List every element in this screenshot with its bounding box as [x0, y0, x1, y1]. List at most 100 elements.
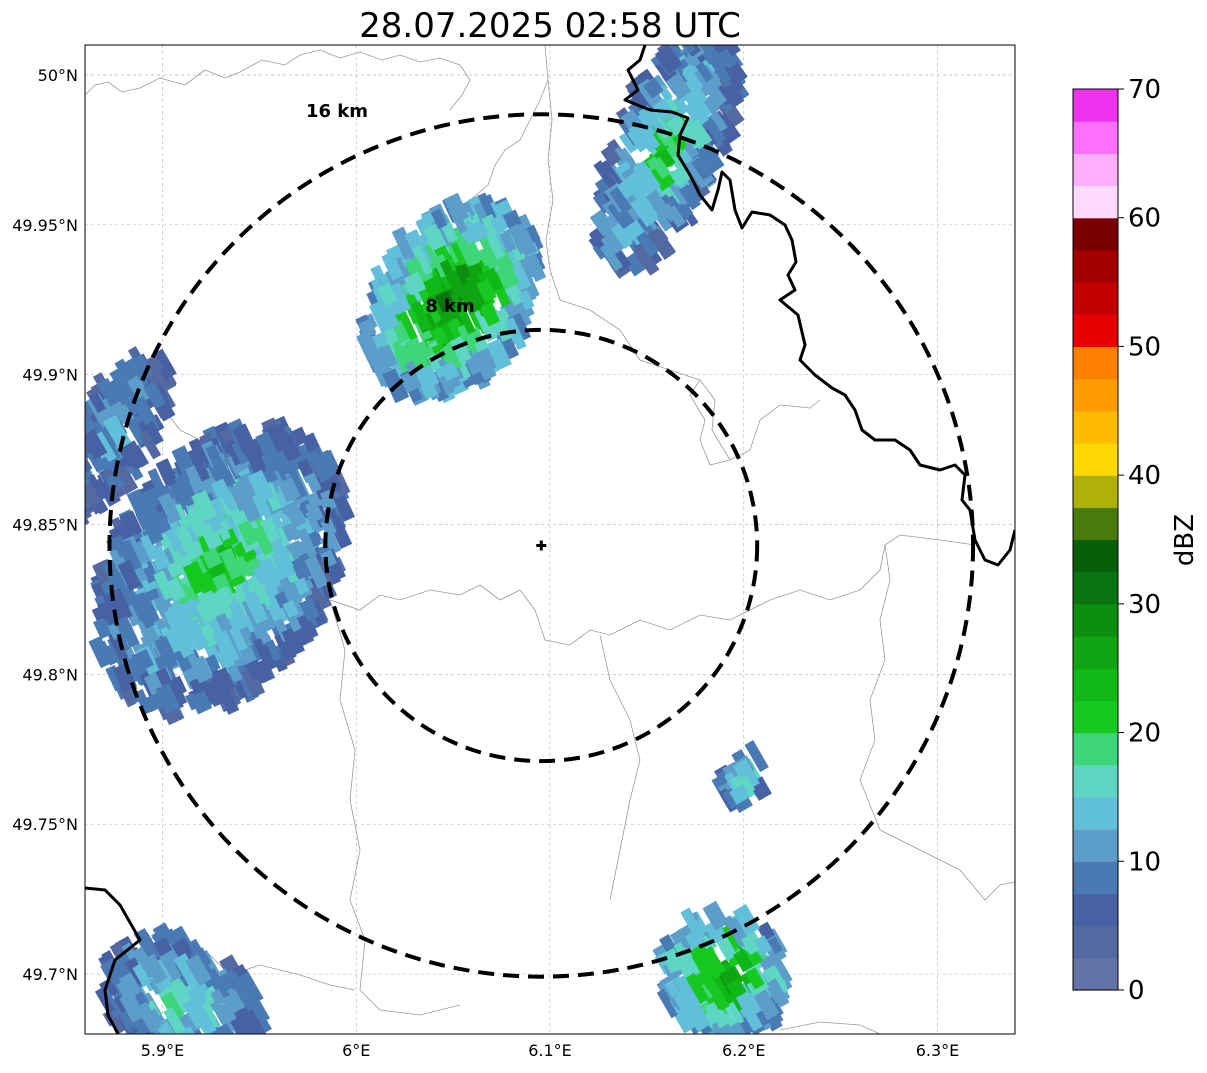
echo-bin [242, 477, 259, 498]
lon-tick-label: 6°E [342, 1041, 370, 1060]
echo-bin [47, 460, 72, 491]
echo-bin [721, 45, 741, 57]
colorbar-band [1073, 732, 1118, 766]
lat-tick-label: 49.95°N [12, 216, 78, 235]
echo-bin [718, 48, 737, 69]
echo-bin [60, 478, 80, 500]
echo-bin [174, 648, 194, 672]
echo-bin [593, 160, 617, 189]
colorbar-band [1073, 121, 1118, 154]
echo-bin [264, 465, 279, 483]
echo-bin [239, 646, 257, 665]
echo-bin [85, 429, 108, 460]
echo-bin [673, 991, 700, 1023]
colorbar-band [1073, 217, 1118, 251]
echo-bin [182, 560, 210, 595]
echo-bin [479, 302, 500, 327]
echo-bin [517, 289, 535, 311]
map-area[interactable] [47, 17, 1016, 1069]
echo-bin [307, 449, 331, 483]
echo-bin [279, 575, 303, 607]
admin-boundary-line [859, 544, 1015, 901]
colorbar-tick-label: 0 [1128, 976, 1145, 1006]
echo-bin [730, 1021, 749, 1034]
echo-bin [600, 144, 622, 167]
echo-bin [691, 157, 711, 181]
echo-bin [449, 336, 472, 364]
echo-bin [404, 337, 430, 371]
echo-bin [169, 483, 189, 512]
echo-bin [711, 1007, 731, 1029]
echo-bin [440, 361, 460, 382]
echo-bin [191, 1002, 217, 1034]
colorbar-band [1073, 507, 1118, 541]
echo-cell-north-east [588, 45, 750, 279]
colorbar-tick-label: 10 [1128, 847, 1161, 877]
range-ring [323, 327, 760, 764]
echo-bin [210, 988, 226, 1007]
echo-bin [230, 1015, 252, 1034]
colorbar-band [1073, 378, 1118, 412]
echo-bin [685, 972, 710, 1004]
echo-cell-west [88, 415, 355, 726]
echo-bin [217, 547, 244, 581]
echo-bin [732, 904, 760, 936]
echo-bin [179, 1011, 201, 1034]
echo-bin [118, 972, 142, 999]
echo-bin [182, 1047, 206, 1069]
echo-bin [245, 448, 269, 477]
echo-bin [281, 626, 305, 657]
echo-bin [599, 242, 624, 272]
echo-bin [392, 310, 419, 345]
echo-bin [452, 214, 468, 234]
echo-bin [507, 260, 532, 292]
echo-bin [282, 599, 299, 618]
echo-bin [58, 480, 81, 509]
echo-bin [186, 506, 207, 535]
echo-bin [316, 449, 342, 479]
echo-bin [377, 283, 398, 307]
echo-bin [292, 563, 307, 580]
echo-bin [151, 510, 172, 535]
echo-bin [471, 219, 489, 241]
ring-label-8km: 8 km [425, 296, 475, 317]
echo-bin [633, 122, 661, 153]
colorbar-band [1073, 89, 1118, 122]
echo-bin [729, 784, 751, 805]
colorbar-band [1073, 475, 1118, 508]
colorbar-label: dBZ [1170, 514, 1200, 566]
echo-bin [703, 117, 727, 145]
colorbar-tick-label: 70 [1128, 75, 1161, 105]
echo-bin [186, 1031, 207, 1034]
echo-bin [481, 214, 501, 238]
echo-bin [740, 1004, 764, 1032]
echo-bin [660, 203, 679, 223]
echo-bin [263, 639, 282, 663]
echo-bin [456, 305, 476, 335]
echo-bin [231, 440, 251, 465]
echo-bin [299, 597, 320, 622]
echo-bin [282, 523, 298, 542]
echo-bin [410, 300, 432, 332]
ring-label-16km: 16 km [306, 101, 368, 122]
echo-bin [205, 444, 227, 475]
colorbar-band [1073, 796, 1118, 830]
echo-bin [356, 330, 381, 362]
echo-bin [229, 1046, 256, 1069]
echo-bin [689, 943, 711, 965]
echo-bin [668, 95, 690, 118]
echo-bin [725, 978, 747, 1000]
echo-bin [695, 61, 714, 83]
echo-bin [247, 575, 272, 609]
echo-bin [136, 1001, 161, 1033]
echo-bin [369, 301, 391, 333]
echo-bin [319, 489, 337, 511]
echo-bin [678, 184, 699, 206]
echo-bin [57, 432, 79, 457]
echo-bin [247, 469, 275, 504]
colorbar-band [1073, 410, 1118, 444]
echo-bin [55, 450, 78, 477]
echo-bin [143, 381, 167, 409]
